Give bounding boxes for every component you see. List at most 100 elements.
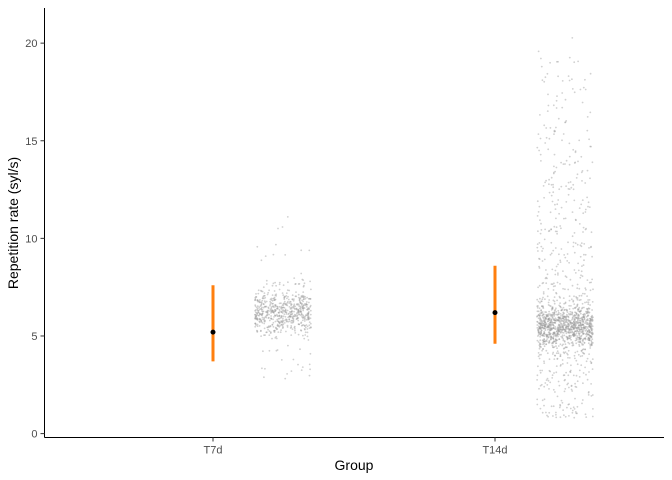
raw-point <box>573 323 576 326</box>
raw-point <box>554 319 557 322</box>
raw-point <box>590 319 593 322</box>
raw-point <box>274 281 276 284</box>
raw-point <box>582 292 584 295</box>
raw-point <box>541 315 544 317</box>
raw-point <box>545 269 547 271</box>
raw-point <box>548 178 550 181</box>
raw-point <box>267 317 270 319</box>
raw-point <box>287 295 289 298</box>
raw-point <box>575 339 578 341</box>
raw-point <box>576 287 579 290</box>
raw-point <box>588 324 591 326</box>
raw-point <box>583 326 585 329</box>
raw-point <box>572 241 575 244</box>
raw-point <box>590 328 593 331</box>
raw-point <box>270 315 272 317</box>
raw-point <box>570 322 573 325</box>
raw-point <box>574 326 577 329</box>
raw-point <box>578 343 580 346</box>
raw-point <box>270 307 273 310</box>
raw-point <box>564 163 566 165</box>
raw-point <box>544 321 547 323</box>
raw-point <box>555 320 558 322</box>
raw-point <box>278 308 281 311</box>
raw-point <box>552 324 555 326</box>
raw-point <box>543 323 545 325</box>
raw-point <box>584 413 587 416</box>
raw-point <box>283 322 286 324</box>
raw-point <box>536 374 539 377</box>
raw-point <box>552 289 555 291</box>
raw-point <box>281 306 284 309</box>
raw-point <box>299 302 302 304</box>
raw-point <box>265 300 268 303</box>
mean-point <box>492 310 498 316</box>
raw-point <box>575 316 577 319</box>
raw-point <box>575 332 578 335</box>
raw-point <box>276 349 279 351</box>
raw-point <box>573 321 575 324</box>
raw-point <box>573 162 576 164</box>
raw-point <box>555 342 557 345</box>
raw-point <box>590 332 593 335</box>
raw-point <box>580 309 582 312</box>
raw-point <box>563 315 566 318</box>
raw-point <box>572 327 575 330</box>
raw-point <box>288 318 291 321</box>
raw-point <box>539 327 542 329</box>
raw-point <box>541 326 544 329</box>
raw-point <box>553 325 555 327</box>
raw-point <box>538 307 541 310</box>
raw-point <box>549 336 552 339</box>
raw-point <box>574 325 576 328</box>
raw-point <box>265 311 267 313</box>
raw-point <box>586 321 589 324</box>
raw-point <box>548 333 551 336</box>
raw-point <box>573 269 576 271</box>
raw-point <box>290 311 293 313</box>
raw-point <box>544 340 547 343</box>
raw-point <box>574 334 576 337</box>
raw-point <box>582 333 584 335</box>
raw-point <box>578 310 581 313</box>
raw-point <box>581 320 583 323</box>
raw-point <box>572 333 574 335</box>
raw-point <box>547 148 550 151</box>
raw-point <box>584 253 587 256</box>
raw-point <box>552 331 555 334</box>
raw-point <box>255 315 258 317</box>
raw-point <box>546 340 548 342</box>
raw-point <box>254 313 257 316</box>
raw-point <box>309 297 312 300</box>
raw-point <box>270 331 272 334</box>
raw-point <box>554 319 556 322</box>
raw-point <box>571 326 574 329</box>
raw-point <box>538 326 541 329</box>
raw-point <box>549 323 551 326</box>
raw-point <box>558 338 560 341</box>
raw-point <box>537 310 540 313</box>
raw-point <box>572 245 575 248</box>
raw-point <box>576 320 579 323</box>
raw-point <box>546 110 549 112</box>
raw-point <box>285 318 288 321</box>
raw-point <box>544 76 547 79</box>
raw-point <box>546 72 549 75</box>
raw-point <box>273 331 276 333</box>
raw-point <box>567 341 570 344</box>
raw-point <box>578 338 580 341</box>
raw-point <box>568 328 571 331</box>
raw-point <box>271 284 274 287</box>
raw-point <box>560 325 562 327</box>
raw-point <box>308 249 311 252</box>
raw-point <box>583 352 586 355</box>
raw-point <box>276 313 278 316</box>
raw-point <box>537 133 540 136</box>
raw-point <box>305 314 308 317</box>
raw-point <box>540 383 543 386</box>
raw-point <box>301 316 303 318</box>
raw-point <box>547 230 550 233</box>
raw-point <box>565 319 567 321</box>
raw-point <box>278 326 281 328</box>
